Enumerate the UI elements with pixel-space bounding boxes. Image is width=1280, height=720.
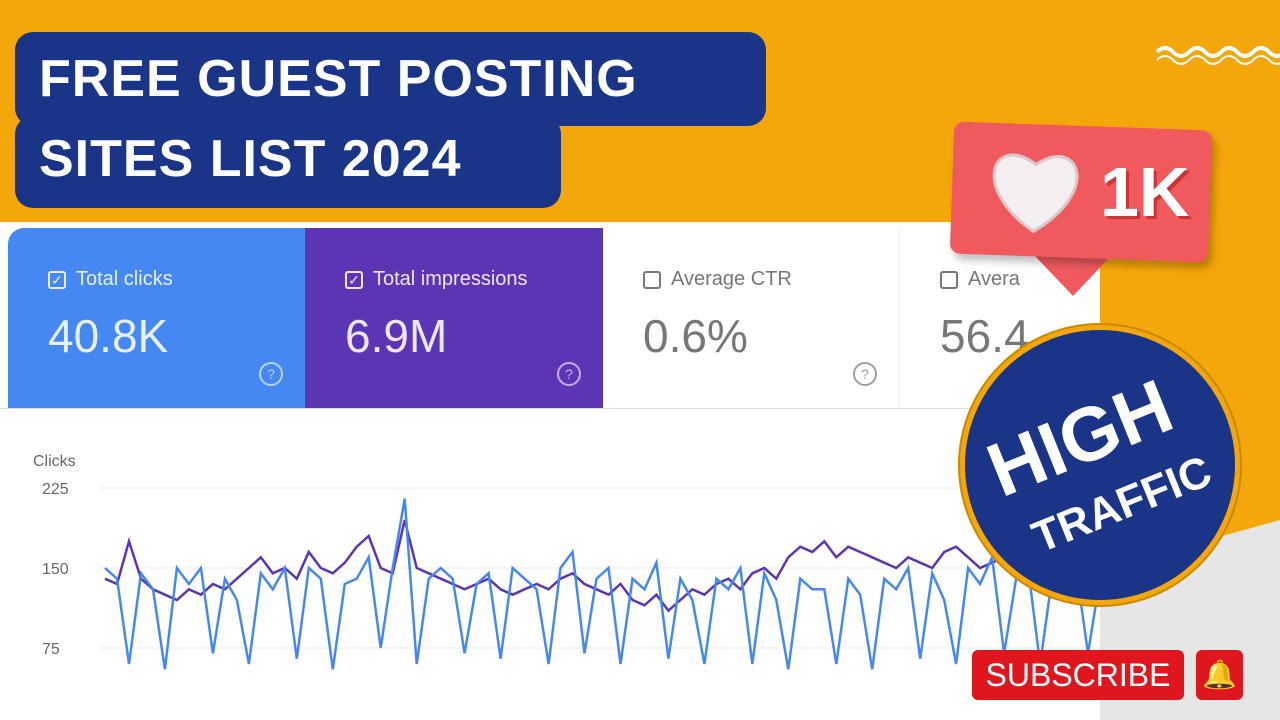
- metric-card-total-impressions[interactable]: ✓ Total impressions 6.9M ?: [305, 228, 603, 408]
- checkbox-icon[interactable]: [643, 270, 661, 289]
- subscribe-button[interactable]: SUBSCRIBE: [972, 650, 1184, 700]
- y-tick-label: 225: [42, 481, 69, 498]
- series-line: [104, 498, 1100, 670]
- like-count: 1K: [1100, 153, 1190, 231]
- metric-value: 0.6%: [643, 310, 748, 362]
- metric-label: Total impressions: [373, 268, 528, 290]
- metric-label: Avera: [968, 268, 1020, 290]
- checkbox-icon[interactable]: [940, 270, 958, 289]
- series-line: [104, 519, 1100, 613]
- y-tick-label: 75: [42, 641, 60, 658]
- title-line-1: FREE GUEST POSTING: [15, 32, 766, 126]
- high-traffic-badge: [960, 325, 1240, 605]
- clicks-chart: Clicks 225 150 75: [33, 453, 1100, 670]
- wave-decoration: [1155, 46, 1280, 65]
- help-icon[interactable]: ?: [557, 362, 581, 386]
- like-badge: [949, 121, 1213, 263]
- badge-tail: [1035, 256, 1111, 296]
- metric-card-total-clicks[interactable]: ✓ Total clicks 40.8K ?: [8, 228, 305, 408]
- y-axis-label: Clicks: [33, 453, 76, 470]
- metric-value: 40.8K: [48, 310, 169, 362]
- divider: [0, 408, 1100, 409]
- metric-label: Average CTR: [671, 268, 792, 290]
- bell-icon[interactable]: 🔔: [1196, 650, 1243, 700]
- metric-value: 6.9M: [345, 310, 448, 362]
- help-icon[interactable]: ?: [259, 362, 283, 386]
- checkbox-checked-icon[interactable]: ✓: [48, 270, 66, 289]
- title-line-2: SITES LIST 2024: [15, 116, 561, 208]
- metric-label: Total clicks: [76, 268, 173, 290]
- metric-card-average-ctr[interactable]: Average CTR 0.6% ?: [603, 228, 900, 408]
- checkbox-checked-icon[interactable]: ✓: [345, 270, 363, 289]
- y-tick-label: 150: [42, 561, 69, 578]
- heart-icon: [992, 153, 1079, 234]
- help-icon[interactable]: ?: [853, 362, 877, 386]
